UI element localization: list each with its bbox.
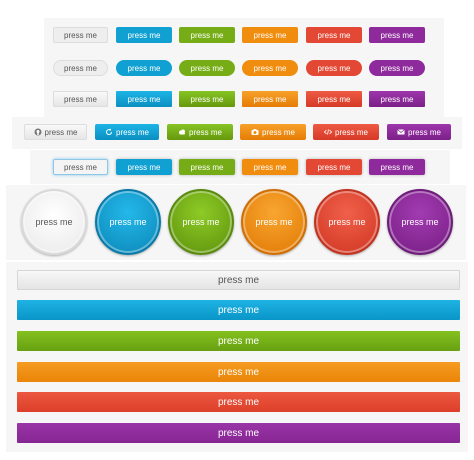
code-icon bbox=[324, 128, 333, 136]
cloud-button[interactable]: press me bbox=[167, 124, 233, 140]
github-icon bbox=[34, 128, 42, 136]
press-me-glow-purple[interactable]: press me bbox=[369, 159, 425, 175]
press-me-button-default[interactable]: press me bbox=[53, 27, 108, 43]
button-label: press me bbox=[189, 127, 222, 137]
press-me-glow-green[interactable]: press me bbox=[179, 159, 235, 175]
press-me-glow-default[interactable]: press me bbox=[53, 159, 108, 175]
press-me-gradient-green[interactable]: press me bbox=[179, 91, 235, 107]
refresh-button[interactable]: press me bbox=[95, 124, 159, 140]
press-me-pill-purple[interactable]: press me bbox=[369, 60, 425, 76]
press-me-pill-default[interactable]: press me bbox=[53, 60, 108, 76]
camera-icon bbox=[251, 128, 259, 136]
press-me-gradient-orange[interactable]: press me bbox=[242, 91, 298, 107]
camera-button[interactable]: press me bbox=[240, 124, 306, 140]
press-me-circle-purple[interactable]: press me bbox=[387, 189, 453, 255]
press-me-bar-blue[interactable]: press me bbox=[17, 300, 460, 320]
press-me-circle-orange[interactable]: press me bbox=[241, 189, 307, 255]
press-me-pill-green[interactable]: press me bbox=[179, 60, 235, 76]
press-me-gradient-purple[interactable]: press me bbox=[369, 91, 425, 107]
press-me-circle-green[interactable]: press me bbox=[168, 189, 234, 255]
refresh-icon bbox=[105, 128, 113, 136]
envelope-button[interactable]: press me bbox=[387, 124, 451, 140]
press-me-circle-default[interactable]: press me bbox=[21, 189, 87, 255]
button-label: press me bbox=[408, 127, 441, 137]
press-me-button-red[interactable]: press me bbox=[306, 27, 362, 43]
press-me-gradient-blue[interactable]: press me bbox=[116, 91, 172, 107]
row-background bbox=[6, 262, 468, 452]
press-me-gradient-default[interactable]: press me bbox=[53, 91, 108, 107]
press-me-button-purple[interactable]: press me bbox=[369, 27, 425, 43]
press-me-bar-purple[interactable]: press me bbox=[17, 423, 460, 443]
press-me-pill-blue[interactable]: press me bbox=[116, 60, 172, 76]
press-me-circle-red[interactable]: press me bbox=[314, 189, 380, 255]
envelope-icon bbox=[397, 128, 405, 136]
button-label: press me bbox=[262, 127, 295, 137]
press-me-glow-red[interactable]: press me bbox=[306, 159, 362, 175]
press-me-button-green[interactable]: press me bbox=[179, 27, 235, 43]
press-me-bar-default[interactable]: press me bbox=[17, 270, 460, 290]
press-me-glow-blue[interactable]: press me bbox=[116, 159, 172, 175]
press-me-bar-green[interactable]: press me bbox=[17, 331, 460, 351]
press-me-glow-orange[interactable]: press me bbox=[242, 159, 298, 175]
code-button[interactable]: press me bbox=[313, 124, 379, 140]
button-label: press me bbox=[116, 127, 149, 137]
press-me-circle-blue[interactable]: press me bbox=[95, 189, 161, 255]
press-me-pill-red[interactable]: press me bbox=[306, 60, 362, 76]
press-me-bar-red[interactable]: press me bbox=[17, 392, 460, 412]
press-me-pill-orange[interactable]: press me bbox=[242, 60, 298, 76]
button-label: press me bbox=[44, 127, 78, 137]
press-me-bar-orange[interactable]: press me bbox=[17, 362, 460, 382]
press-me-button-blue[interactable]: press me bbox=[116, 27, 172, 43]
github-button[interactable]: press me bbox=[24, 124, 87, 140]
button-label: press me bbox=[335, 127, 368, 137]
press-me-button-orange[interactable]: press me bbox=[242, 27, 298, 43]
cloud-icon bbox=[178, 128, 186, 136]
press-me-gradient-red[interactable]: press me bbox=[306, 91, 362, 107]
